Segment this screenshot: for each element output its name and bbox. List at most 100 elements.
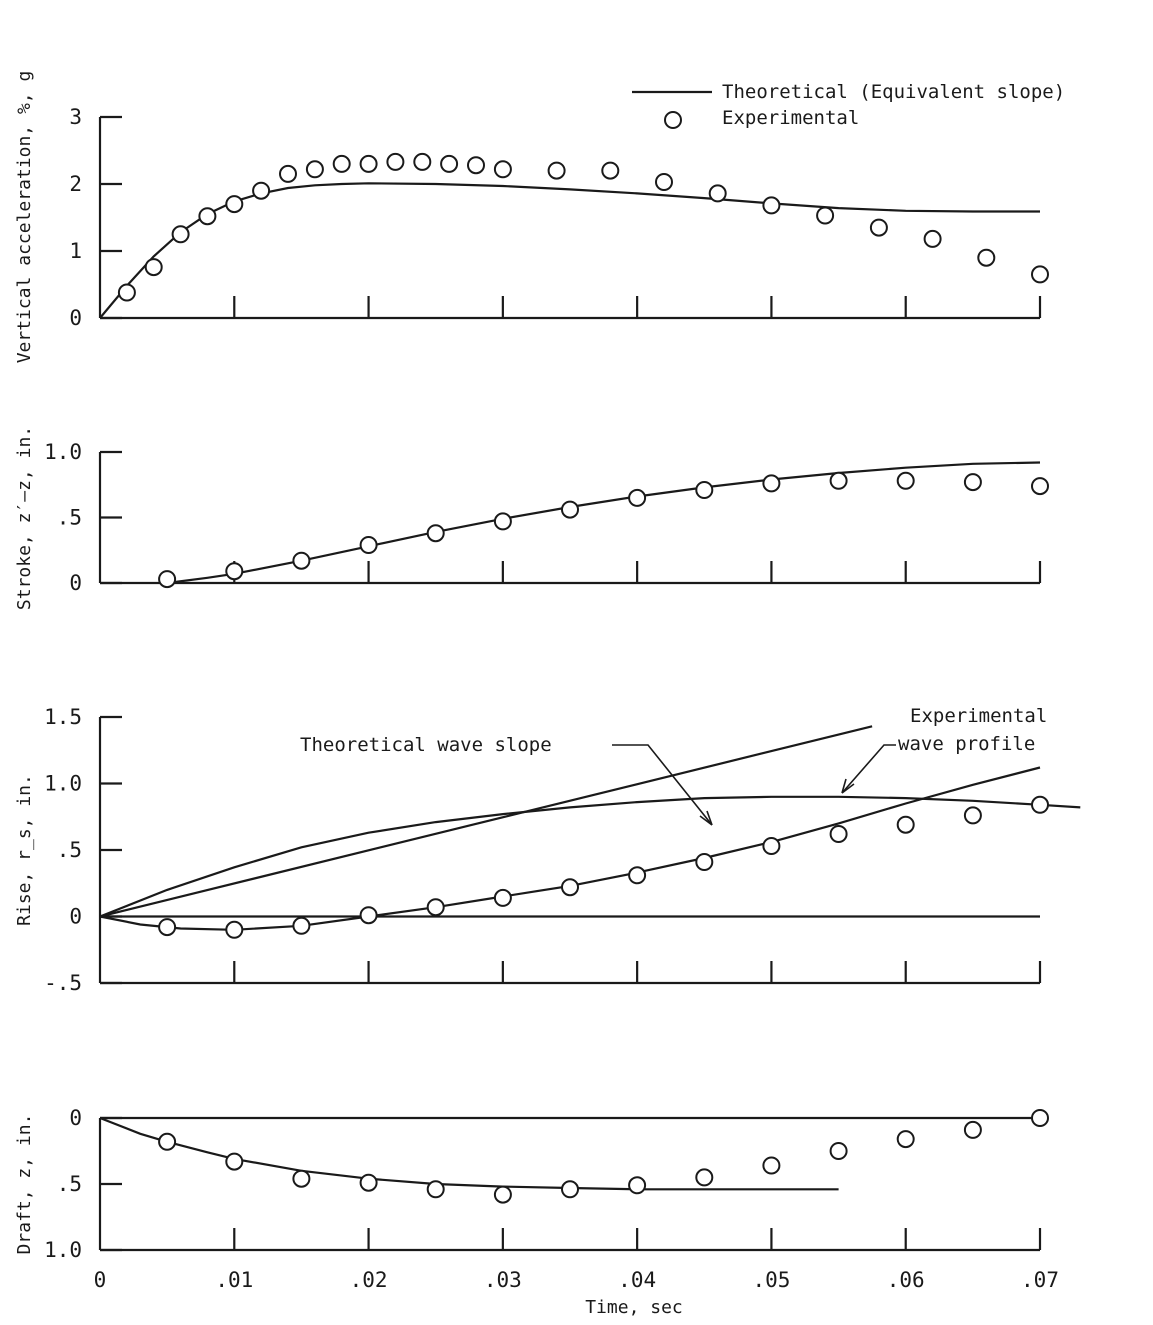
data-point [440,154,459,173]
data-point [493,160,512,179]
data-point [292,916,311,935]
y-tick-label: 1.0 [44,440,82,464]
data-point [561,1180,579,1199]
data-point [158,1132,177,1151]
series-line [99,766,1041,931]
data-point [762,474,781,493]
series-line [99,795,1081,918]
data-point [158,918,177,937]
data-point [923,229,942,248]
annotation-theoretical-wave-slope: Theoretical wave slope [300,734,552,756]
legend: Theoretical (Equivalent slope) Experimen… [632,81,1065,129]
data-point [413,152,432,171]
data-point [829,1142,848,1160]
series-line [99,182,1040,319]
data-point [426,1180,445,1199]
panel-2: 0 .5 1.0 Stroke, z′–z, in. [14,426,1049,610]
data-point [225,195,244,214]
y-tick-label: 3 [69,105,82,129]
data-point [252,181,271,200]
legend-theoretical-label: Theoretical (Equivalent slope) [722,81,1065,103]
data-point [695,853,714,871]
x-tick-label: .04 [618,1268,656,1292]
data-point [426,898,445,917]
data-point [292,551,311,570]
data-point [359,536,378,554]
data-point [1031,795,1049,814]
annotation-experimental-wave-profile-line2: wave profile [898,733,1035,755]
x-tick-label: .05 [752,1268,790,1292]
y-tick-label: 1.0 [44,1238,82,1262]
data-point [1031,1109,1049,1127]
data-point [292,1169,311,1188]
data-point [1031,477,1049,496]
annotation-arrow-wave-slope [612,744,713,826]
data-point [963,473,982,492]
annotation-arrow-wave-slope-head [699,810,713,826]
data-point [171,225,190,244]
y-tick-label: 1.0 [44,772,82,796]
panel-1: 0 1 2 3 Vertical acceleration, %, g [14,71,1049,364]
data-point [628,488,647,507]
data-point [359,906,378,925]
data-point [359,154,378,173]
x-tick-label: 0 [94,1268,107,1292]
panel-3: -.5 0 .5 1.0 1.5 Rise, r_s, in. [14,705,1081,995]
y-tick-label: 0 [69,1106,82,1130]
series-line [99,725,873,918]
data-point [279,164,297,183]
data-point [816,206,835,225]
data-point [963,1120,982,1139]
data-point [628,1176,647,1195]
y-axis-title: Draft, z, in. [14,1114,35,1255]
y-tick-label: 0 [69,571,82,595]
y-tick-label: -.5 [44,971,82,995]
data-point [332,154,351,173]
y-tick-label: 1 [69,239,82,263]
data-point [695,481,714,499]
legend-experimental-marker [664,111,682,129]
y-tick-label: 0 [69,905,82,929]
data-point [708,184,727,203]
data-point [601,161,620,180]
data-point [655,173,673,191]
y-tick-label: 1.5 [44,705,82,729]
data-point [144,258,163,277]
series-line [99,1116,839,1191]
data-point [158,570,177,589]
data-point [467,156,485,175]
data-point [896,471,915,490]
y-axis-title: Vertical acceleration, %, g [14,71,35,364]
data-point [225,1152,244,1171]
data-point [829,471,848,490]
y-tick-label: .5 [57,1172,82,1196]
x-tick-label: .07 [1021,1268,1059,1292]
annotation-arrow-wave-profile [841,744,896,794]
data-point [117,283,136,302]
data-point [493,1185,512,1204]
x-tick-label: .03 [484,1268,522,1292]
data-point [225,562,244,581]
legend-experimental-label: Experimental [722,107,859,129]
data-point [493,888,512,907]
data-point [386,152,405,171]
data-point [561,500,579,519]
y-axis-title: Rise, r_s, in. [14,774,35,926]
y-tick-label: .5 [57,506,82,530]
x-tick-labels: 0 .01 .02 .03 .04 .05 .06 .07 [94,1268,1059,1292]
data-point [829,825,848,843]
data-point [869,218,888,237]
data-point [1031,265,1049,284]
panel-4: 0 .5 1.0 Draft, z, in. [14,1106,1049,1262]
data-point [198,207,217,226]
data-point [896,1130,915,1149]
data-point [762,837,781,855]
data-point [305,160,324,179]
data-point [225,920,244,939]
x-axis-title: Time, sec [585,1297,683,1318]
annotation-arrow-wave-profile-head [841,778,855,794]
data-point [547,161,566,180]
data-point [628,866,647,885]
data-point [426,524,445,543]
